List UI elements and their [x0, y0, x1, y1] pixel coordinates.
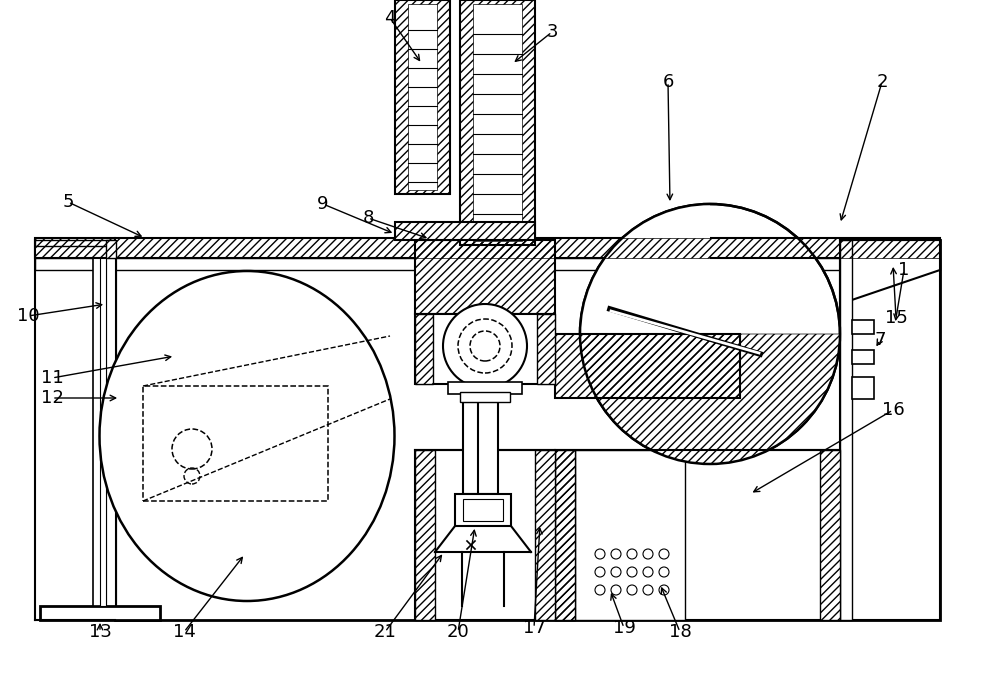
Text: 20: 20	[447, 623, 469, 641]
Bar	[852, 377, 874, 399]
Bar	[35, 238, 115, 258]
Text: 5: 5	[62, 193, 74, 211]
Text: 3: 3	[546, 23, 558, 41]
Bar	[455, 494, 511, 526]
Text: 8: 8	[362, 209, 374, 227]
Bar	[115, 258, 940, 270]
Bar	[460, 0, 535, 245]
Circle shape	[580, 204, 840, 464]
Bar	[415, 314, 433, 384]
Polygon shape	[840, 240, 940, 304]
Text: 6: 6	[662, 73, 674, 91]
Text: 18: 18	[669, 623, 691, 641]
Bar	[537, 314, 555, 384]
Bar	[852, 350, 874, 364]
Ellipse shape	[100, 271, 394, 601]
Text: 7: 7	[874, 331, 886, 349]
Bar	[415, 240, 555, 314]
Bar	[840, 240, 852, 620]
Bar	[100, 256, 106, 606]
Polygon shape	[580, 204, 710, 464]
Text: 4: 4	[384, 9, 396, 27]
Bar	[460, 0, 535, 245]
Bar	[415, 240, 555, 314]
Bar	[395, 222, 535, 240]
Bar	[93, 256, 106, 606]
Bar	[115, 238, 940, 258]
Bar	[415, 450, 435, 620]
Bar	[415, 450, 555, 620]
Bar	[35, 240, 115, 246]
Text: 9: 9	[317, 195, 329, 213]
Bar	[395, 0, 450, 194]
Bar	[395, 222, 535, 240]
Bar	[106, 240, 116, 258]
Bar	[820, 450, 840, 620]
Bar	[448, 382, 522, 394]
Text: 17: 17	[523, 619, 545, 637]
Circle shape	[443, 304, 527, 388]
Text: 10: 10	[17, 307, 39, 325]
Text: 11: 11	[41, 369, 63, 387]
Bar	[415, 450, 435, 620]
Bar	[115, 240, 940, 620]
Bar	[473, 4, 522, 241]
Bar	[35, 238, 115, 258]
Bar	[415, 314, 555, 384]
Bar	[555, 334, 740, 398]
Bar	[395, 0, 450, 194]
Bar	[555, 450, 575, 620]
Text: 14: 14	[173, 623, 195, 641]
Text: 2: 2	[876, 73, 888, 91]
Bar	[106, 240, 116, 258]
Text: 21: 21	[374, 623, 396, 641]
Bar	[535, 450, 555, 620]
Text: 13: 13	[89, 623, 111, 641]
Bar	[408, 4, 437, 190]
Text: 16: 16	[882, 401, 904, 419]
Bar	[555, 450, 575, 620]
Bar	[463, 402, 483, 494]
Bar	[555, 450, 840, 620]
Bar	[555, 450, 575, 620]
Bar	[535, 450, 555, 620]
Bar	[852, 320, 874, 334]
Bar	[115, 238, 940, 258]
Bar	[40, 606, 160, 620]
Text: 19: 19	[613, 619, 635, 637]
Polygon shape	[580, 334, 840, 464]
Bar	[555, 450, 575, 620]
Bar	[555, 334, 740, 398]
Bar	[143, 386, 328, 501]
Bar	[840, 240, 940, 620]
Bar	[463, 499, 503, 521]
Text: 1: 1	[898, 261, 910, 279]
Bar	[460, 392, 510, 402]
Bar	[106, 240, 116, 620]
Bar	[415, 314, 433, 384]
Bar	[537, 314, 555, 384]
Bar	[35, 258, 115, 270]
Bar	[478, 402, 498, 494]
Text: 15: 15	[885, 309, 907, 327]
Text: 12: 12	[41, 389, 63, 407]
Bar	[555, 450, 685, 620]
Bar	[820, 450, 840, 620]
